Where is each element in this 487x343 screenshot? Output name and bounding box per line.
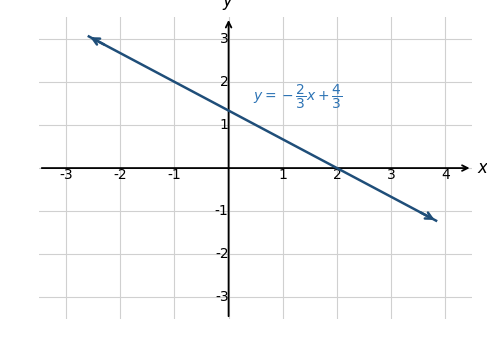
Text: 1: 1 <box>279 168 287 182</box>
Text: 2: 2 <box>333 168 341 182</box>
Text: -3: -3 <box>215 291 228 305</box>
Text: -3: -3 <box>59 168 73 182</box>
Text: 4: 4 <box>441 168 450 182</box>
Text: 1: 1 <box>220 118 228 132</box>
Text: $\mathbf{\it{x}}$: $\mathbf{\it{x}}$ <box>477 159 487 177</box>
Text: -2: -2 <box>113 168 127 182</box>
Text: 3: 3 <box>220 32 228 46</box>
Text: 2: 2 <box>220 75 228 89</box>
Text: $y = -\dfrac{2}{3}x + \dfrac{4}{3}$: $y = -\dfrac{2}{3}x + \dfrac{4}{3}$ <box>253 83 342 111</box>
Text: -1: -1 <box>215 204 228 218</box>
Text: -1: -1 <box>168 168 181 182</box>
Text: -2: -2 <box>215 247 228 261</box>
Text: 3: 3 <box>387 168 395 182</box>
Text: $\mathbf{\it{y}}$: $\mathbf{\it{y}}$ <box>223 0 235 12</box>
